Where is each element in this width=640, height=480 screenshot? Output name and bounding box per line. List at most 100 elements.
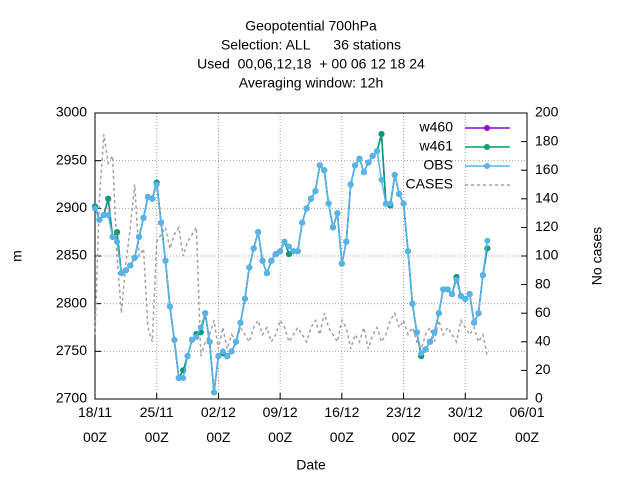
x-tick-label: 06/01 00Z (509, 404, 544, 445)
x-tick-label: 02/12 00Z (201, 404, 236, 445)
y2-tick-label: 80 (535, 275, 551, 291)
x-tick-label: 30/12 00Z (448, 404, 483, 445)
y-tick-label: 3000 (56, 104, 87, 120)
x-tick-label: 09/12 00Z (263, 404, 298, 445)
data-point (211, 389, 218, 396)
data-point (188, 336, 195, 343)
data-point (241, 295, 248, 302)
data-point (224, 353, 231, 360)
data-point (466, 291, 473, 298)
y2-tick-label: 160 (535, 161, 559, 177)
y2-tick-label: 100 (535, 247, 559, 263)
data-point (277, 248, 284, 255)
data-point (233, 338, 240, 345)
data-point (180, 375, 187, 382)
data-point (193, 334, 200, 341)
data-point (175, 375, 182, 382)
data-point (400, 200, 407, 207)
data-point (100, 212, 107, 219)
x-axis-label: Date (296, 457, 326, 473)
y2-tick-label: 0 (535, 390, 543, 406)
y-tick-label: 2900 (56, 199, 87, 215)
data-point (462, 295, 469, 302)
data-point (197, 324, 204, 331)
data-point (149, 195, 156, 202)
y2-tick-label: 180 (535, 132, 559, 148)
data-point (96, 216, 103, 223)
data-point (215, 353, 222, 360)
data-point (343, 238, 350, 245)
data-point (431, 329, 438, 336)
data-point (338, 260, 345, 267)
data-point (246, 264, 253, 271)
data-point (479, 272, 486, 279)
y2-tick-label: 120 (535, 218, 559, 234)
data-point (171, 336, 178, 343)
data-point (136, 233, 143, 240)
data-point (259, 257, 266, 264)
data-point (272, 251, 279, 258)
data-point (453, 276, 460, 283)
y2-axis-label: No cases (589, 227, 605, 285)
data-point (316, 162, 323, 169)
data-point (312, 188, 319, 195)
data-point (321, 167, 328, 174)
data-point (475, 310, 482, 317)
data-point (303, 205, 310, 212)
data-point (484, 237, 491, 244)
data-point (290, 248, 297, 255)
data-point (92, 205, 98, 212)
data-point (255, 229, 262, 236)
data-point (202, 310, 209, 317)
y-tick-label: 2700 (56, 390, 87, 406)
data-point (369, 152, 376, 159)
data-point (387, 200, 394, 207)
data-point (153, 181, 160, 188)
data-point (382, 200, 389, 207)
data-point (471, 319, 478, 326)
data-point (449, 291, 456, 298)
x-tick-label: 16/12 00Z (324, 404, 359, 445)
x-tick-label: 23/12 00Z (386, 404, 421, 445)
data-point (422, 346, 429, 353)
data-point (365, 159, 372, 166)
chart-title: Averaging window: 12h (239, 75, 384, 91)
series-line (94, 134, 489, 357)
data-point (435, 310, 442, 317)
data-point (391, 171, 398, 178)
y2-tick-label: 140 (535, 190, 559, 206)
data-point (131, 254, 138, 261)
plot-frame (94, 112, 528, 400)
data-point (404, 248, 411, 255)
data-point (127, 262, 134, 269)
data-point (444, 286, 451, 293)
data-point (352, 162, 359, 169)
data-point (325, 200, 332, 207)
data-point (427, 338, 434, 345)
data-point (263, 270, 270, 277)
data-point (294, 248, 301, 255)
legend-marker (484, 125, 490, 131)
data-point (378, 130, 385, 137)
legend-marker (484, 144, 490, 150)
data-point (114, 229, 121, 236)
data-point (285, 243, 292, 250)
data-point (219, 348, 226, 355)
y2-tick-label: 60 (535, 304, 551, 320)
data-point (105, 212, 112, 219)
y-axis-label: m (9, 250, 25, 262)
data-point (360, 169, 367, 176)
y2-tick-label: 40 (535, 333, 551, 349)
legend-label: CASES (406, 176, 453, 192)
data-point (114, 238, 121, 245)
data-point (308, 195, 314, 202)
y-tick-label: 2800 (56, 294, 87, 310)
legend-label: OBS (423, 157, 453, 173)
y-tick-label: 2950 (56, 151, 87, 167)
data-point (457, 293, 464, 300)
data-point (206, 338, 213, 345)
y2-tick-label: 200 (535, 104, 559, 120)
data-point (166, 303, 173, 310)
